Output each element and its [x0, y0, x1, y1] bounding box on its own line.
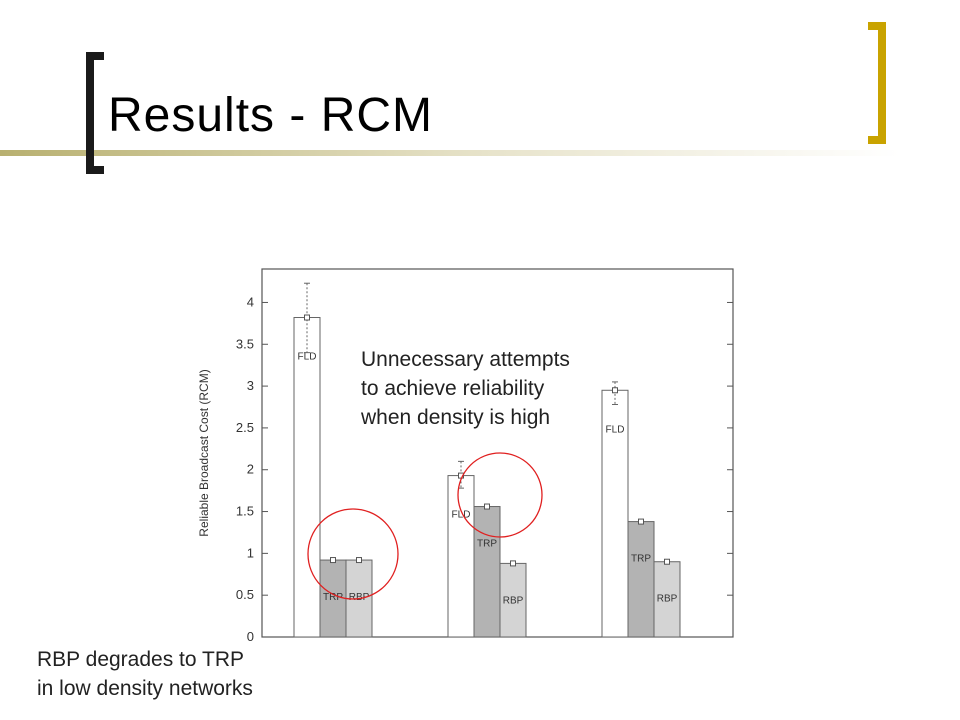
- y-tick-label: 4: [247, 294, 254, 309]
- mean-marker: [664, 558, 670, 565]
- left-bracket-decoration: [86, 52, 104, 174]
- bar-label-rbp: RBP: [503, 595, 524, 606]
- y-tick-label: 1.5: [236, 504, 254, 519]
- mean-marker: [638, 518, 644, 525]
- bar-fld-mesh: [447, 475, 475, 638]
- annotation-low-density: RBP degrades to TRP in low density netwo…: [37, 645, 253, 703]
- y-tick-label: 2: [247, 462, 254, 477]
- bar-rbp-bottleneck: [653, 561, 681, 638]
- mean-marker: [330, 557, 336, 564]
- highlight-circle-inline: [307, 508, 399, 600]
- annotation-high-density-line-3: when density is high: [361, 406, 551, 429]
- y-tick-label: 0.5: [236, 587, 254, 602]
- bar-trp-mesh: [473, 506, 501, 638]
- bar-rbp-mesh: [499, 562, 527, 638]
- bar-fld-bottleneck: [601, 389, 629, 638]
- annotation-high-density-line-2: to achieve reliability: [361, 377, 545, 400]
- bar-label-trp: TRP: [323, 592, 343, 603]
- mean-marker: [484, 503, 490, 510]
- bar-chart: 0 0.5 1 1.5 2 2.5 3 3.5 4 Reliable Broadcast Cost…: [197, 268, 734, 644]
- bar-label-fld: FLD: [606, 424, 625, 435]
- bar-label-trp: TRP: [477, 539, 497, 550]
- title-underline-gradient: [0, 150, 900, 156]
- slide-title: Results - RCM: [108, 89, 434, 142]
- annotation-low-density-line-1: RBP degrades to TRP: [37, 648, 245, 671]
- annotation-high-density-line-1: Unnecessary attempts: [361, 348, 570, 371]
- highlight-circle-mesh: [457, 452, 543, 538]
- y-tick-label: 1: [247, 545, 254, 560]
- mean-marker: [510, 560, 516, 567]
- y-tick-label: 0: [247, 629, 254, 644]
- bar-fld-in-line: [293, 317, 321, 638]
- bar-label-rbp: RBP: [349, 592, 370, 603]
- bar-label-fld: FLD: [452, 510, 471, 521]
- y-axis-label: Reliable Broadcast Cost (RCM): [197, 369, 211, 536]
- mean-marker: [356, 557, 362, 564]
- mean-marker: [304, 314, 310, 321]
- bar-label-fld: FLD: [298, 352, 317, 363]
- bar-label-trp: TRP: [631, 554, 651, 565]
- bar-label-rbp: RBP: [657, 594, 678, 605]
- y-tick-label: 3: [247, 378, 254, 393]
- bar-trp-bottleneck: [627, 521, 655, 638]
- bar-trp-in-line: [319, 559, 347, 638]
- right-bracket-decoration: [868, 22, 886, 144]
- annotation-high-density: Unnecessary attempts to achieve reliabil…: [361, 345, 570, 432]
- y-tick-label: 3.5: [236, 336, 254, 351]
- annotation-low-density-line-2: in low density networks: [37, 677, 253, 700]
- title-underline: [0, 145, 960, 156]
- y-tick-label: 2.5: [236, 420, 254, 435]
- mean-marker: [612, 387, 618, 394]
